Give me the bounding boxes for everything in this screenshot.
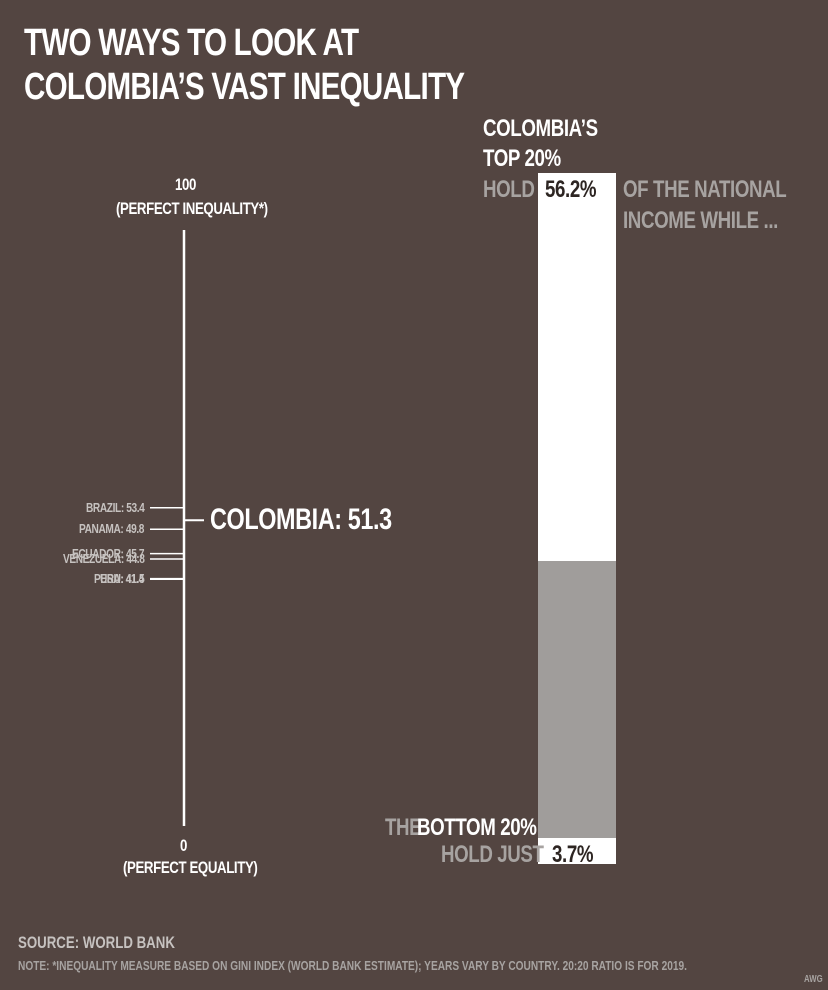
scale-bottom-value: 0	[180, 836, 187, 855]
chart-title: TWO WAYS TO LOOK AT COLOMBIA’S VAST INEQ…	[24, 24, 588, 112]
source-note: SOURCE: WORLD BANK	[18, 933, 175, 952]
gini-label-colombia: COLOMBIA: 51.3	[210, 503, 392, 537]
gini-ticks	[150, 506, 204, 581]
gini-label-peru: PERU: 41.5	[93, 570, 145, 586]
top-share-value: 56.2%	[545, 176, 597, 203]
top-heading-line-2: TOP 20%	[483, 145, 561, 172]
gini-label-panama: PANAMA: 49.8	[78, 521, 144, 537]
bottom-heading-the: THE	[385, 814, 422, 841]
scale-top-label: (PERFECT INEQUALITY*)	[116, 199, 268, 218]
bottom-20-share-bar	[538, 838, 616, 864]
middle-share-bar	[538, 561, 616, 838]
title-line-2: COLOMBIA’S VAST INEQUALITY	[24, 66, 465, 108]
top-suffix-line-2: INCOME WHILE ...	[623, 207, 778, 234]
bottom-heading-rest: BOTTOM 20%	[417, 814, 537, 841]
bottom-hold-label: HOLD JUST	[441, 841, 544, 868]
credit-label: AWG	[804, 974, 823, 985]
top-heading-line-1: COLOMBIA’S	[483, 115, 598, 142]
title-line-1: TWO WAYS TO LOOK AT	[24, 22, 359, 64]
gini-label-venezuela: VENEZUELA: 44.8	[62, 550, 145, 566]
top-20-share-bar	[538, 173, 616, 561]
top-hold-label: HOLD	[483, 176, 535, 203]
gini-label-brazil: BRAZIL: 53.4	[85, 499, 145, 515]
top-suffix-line-1: OF THE NATIONAL	[623, 176, 787, 203]
gini-label-usa: USA: 41.4	[100, 571, 144, 587]
footnote: NOTE: *INEQUALITY MEASURE BASED ON GINI …	[18, 958, 687, 973]
bottom-share-value: 3.7%	[552, 841, 594, 868]
scale-top-value: 100	[175, 175, 196, 194]
scale-bottom-label: (PERFECT EQUALITY)	[123, 858, 258, 877]
gini-label-ecuador: ECUADOR: 45.7	[71, 545, 145, 561]
